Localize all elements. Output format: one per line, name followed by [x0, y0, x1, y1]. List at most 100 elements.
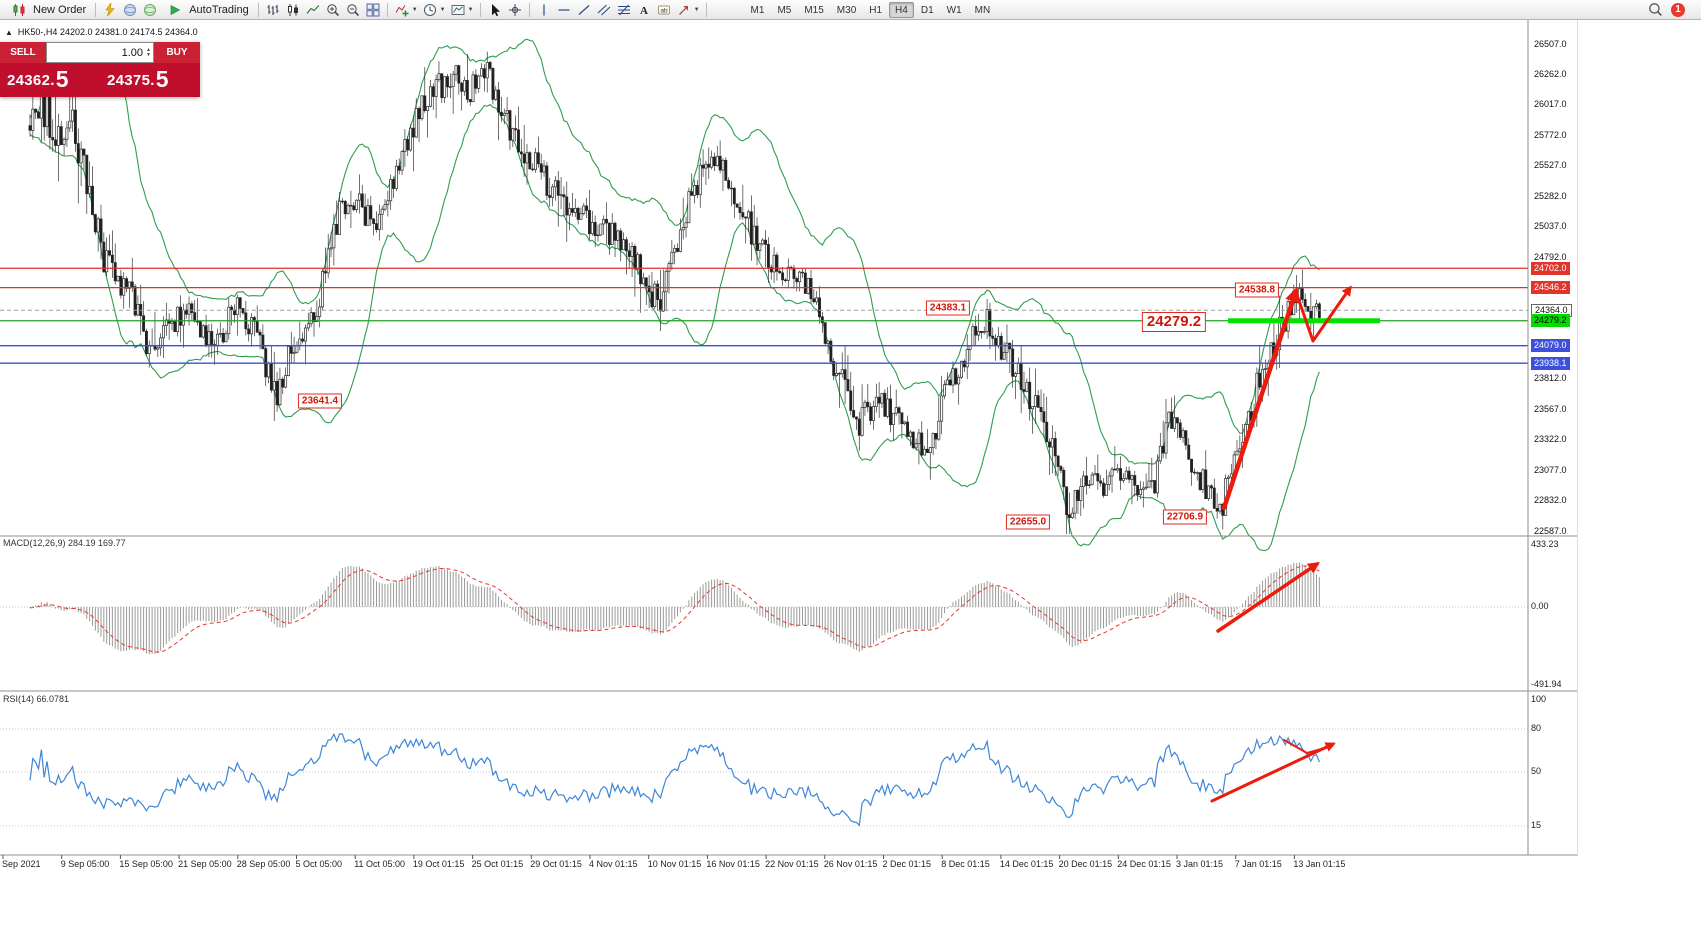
buy-button[interactable]: BUY — [154, 42, 200, 63]
price-annotation[interactable]: 23641.4 — [297, 393, 343, 409]
indicators-dropdown-caret-icon[interactable]: ▼ — [411, 6, 418, 13]
zoom-out-icon[interactable] — [343, 1, 363, 19]
price-axis-label: 26507.0 — [1534, 38, 1567, 49]
timeframe-w1[interactable]: W1 — [946, 4, 962, 16]
svg-text:ab: ab — [660, 7, 668, 14]
time-axis-label: 10 Nov 01:15 — [647, 859, 702, 869]
timeframe-d1[interactable]: D1 — [920, 4, 934, 16]
toolbar-separator — [257, 2, 259, 17]
drawn-arrows-layer — [1210, 285, 1352, 803]
trendline-icon[interactable] — [574, 1, 594, 19]
volume-down-icon[interactable]: ▼ — [146, 51, 151, 58]
horizontal-line-icon[interactable] — [554, 1, 574, 19]
timeframe-m1[interactable]: M1 — [750, 4, 765, 16]
timeframe-m30[interactable]: M30 — [836, 4, 857, 16]
price-axis-label: 22832.0 — [1534, 495, 1567, 506]
buy-price[interactable]: 24375. 5 — [107, 65, 169, 92]
line-chart-icon[interactable] — [303, 1, 323, 19]
candles-layer — [28, 50, 1321, 534]
indicators-icon[interactable] — [392, 1, 412, 19]
toolbar-separator — [95, 2, 97, 17]
price-axis-label: 26017.0 — [1534, 99, 1567, 110]
price-axis-label: 23322.0 — [1534, 434, 1567, 445]
time-axis-label: 20 Dec 01:15 — [1058, 859, 1113, 869]
timeframe-mn[interactable]: MN — [974, 4, 991, 16]
indicator-axis-label: 0.00 — [1531, 601, 1549, 611]
price-axis-label: 24279.2 — [1531, 314, 1570, 328]
time-axis-label: 7 Jan 01:15 — [1234, 859, 1282, 869]
templates-icon[interactable] — [448, 1, 468, 19]
time-axis-label: 25 Oct 01:15 — [471, 859, 524, 869]
vertical-line-icon[interactable] — [534, 1, 554, 19]
templates-dropdown-caret-icon[interactable]: ▼ — [467, 6, 474, 13]
time-axis-label: 29 Oct 01:15 — [530, 859, 582, 869]
text-label-icon[interactable]: ab — [654, 1, 674, 19]
price-annotation[interactable]: 24383.1 — [925, 300, 971, 316]
timeframe-h4[interactable]: H4 — [889, 1, 914, 18]
equidistant-channel-icon[interactable] — [594, 1, 614, 19]
periods-clock-icon[interactable] — [420, 1, 440, 19]
rsi-line — [29, 732, 1320, 827]
sell-button[interactable]: SELL — [0, 42, 46, 63]
price-axis-label: 22587.0 — [1534, 525, 1567, 536]
price-annotation[interactable]: 24279.2 — [1141, 312, 1207, 332]
time-axis-label: 4 Nov 01:15 — [589, 859, 638, 869]
periods-dropdown-caret-icon[interactable]: ▼ — [439, 6, 446, 13]
arrows-tool-icon[interactable] — [674, 1, 694, 19]
fibonacci-retracement-icon[interactable] — [614, 1, 634, 19]
macd-indicator-label: MACD(12,26,9) 284.19 169.77 — [3, 538, 126, 548]
timeframe-m15[interactable]: M15 — [804, 4, 824, 16]
notification-badge[interactable]: 1 — [1671, 2, 1685, 17]
timeframe-h1[interactable]: H1 — [869, 4, 883, 16]
volume-input[interactable]: 1.00 ▲ ▼ — [46, 42, 154, 63]
crosshair-icon[interactable] — [505, 1, 525, 19]
cursor-icon[interactable] — [485, 1, 505, 19]
price-axis-label: 25527.0 — [1534, 160, 1567, 171]
scripts-globe-icon[interactable] — [140, 1, 160, 19]
symbol-ohlc-bar: ▲ HK50-,H4 24202.0 24381.0 24174.5 24364… — [5, 27, 198, 37]
bar-chart-icon[interactable] — [263, 1, 283, 19]
time-axis-label: 28 Sep 05:00 — [236, 859, 291, 869]
new-order-icon — [9, 1, 29, 19]
time-axis-label: 19 Oct 01:15 — [412, 859, 465, 869]
toolbar: New Order AutoTrading ▼ ▼ ▼ A ab ▼ — [0, 0, 1701, 20]
timeframe-m5[interactable]: M5 — [777, 4, 792, 16]
experts-globe-icon[interactable] — [120, 1, 140, 19]
autotrading-button[interactable]: AutoTrading — [160, 1, 254, 19]
macd-histogram-layer — [29, 562, 1320, 655]
price-axis-label: 23567.0 — [1534, 403, 1567, 414]
price-axis-label: 25037.0 — [1534, 221, 1567, 232]
volume-spinner: ▲ ▼ — [146, 46, 151, 58]
zoom-in-icon[interactable] — [323, 1, 343, 19]
price-axis-label: 24546.2 — [1531, 281, 1570, 295]
candlestick-chart-icon[interactable] — [283, 1, 303, 19]
one-click-trading-panel: SELL 1.00 ▲ ▼ BUY 24362. 5 24375. 5 — [0, 42, 200, 97]
volume-value[interactable]: 1.00 — [121, 46, 144, 59]
macd-signal-line — [29, 565, 1320, 653]
time-axis-label: 11 Oct 05:00 — [354, 859, 406, 869]
panel-toggle-icon[interactable]: ▲ — [5, 27, 13, 37]
indicator-axis-label: -491.94 — [1531, 679, 1562, 689]
time-axis-label: 21 Sep 05:00 — [178, 859, 232, 869]
expert-advisors-icon[interactable] — [100, 1, 120, 19]
symbol-ohlc-text: HK50-,H4 24202.0 24381.0 24174.5 24364.0 — [17, 27, 198, 37]
svg-text:A: A — [640, 5, 648, 17]
price-annotation[interactable]: 24538.8 — [1234, 282, 1280, 298]
time-axis-label: 8 Dec 01:15 — [941, 859, 990, 869]
time-axis-label: 5 Oct 05:00 — [295, 859, 343, 869]
indicator-axis-label: 80 — [1531, 723, 1542, 733]
text-tool-icon[interactable]: A — [634, 1, 654, 19]
bollinger-bands-layer — [29, 38, 1320, 552]
price-annotation[interactable]: 22655.0 — [1005, 514, 1051, 530]
arrows-dropdown-caret-icon[interactable]: ▼ — [693, 6, 700, 13]
volume-up-icon[interactable]: ▲ — [146, 46, 151, 53]
search-icon[interactable] — [1645, 1, 1665, 19]
autotrading-play-icon — [165, 1, 185, 19]
sell-price[interactable]: 24362. 5 — [7, 65, 69, 92]
time-axis-label: 13 Jan 01:15 — [1293, 859, 1346, 869]
toolbar-separator — [705, 2, 707, 17]
price-chart[interactable] — [0, 20, 1578, 875]
price-annotation[interactable]: 22706.9 — [1162, 509, 1208, 525]
tile-windows-icon[interactable] — [363, 1, 383, 19]
new-order-button[interactable]: New Order — [4, 1, 91, 19]
